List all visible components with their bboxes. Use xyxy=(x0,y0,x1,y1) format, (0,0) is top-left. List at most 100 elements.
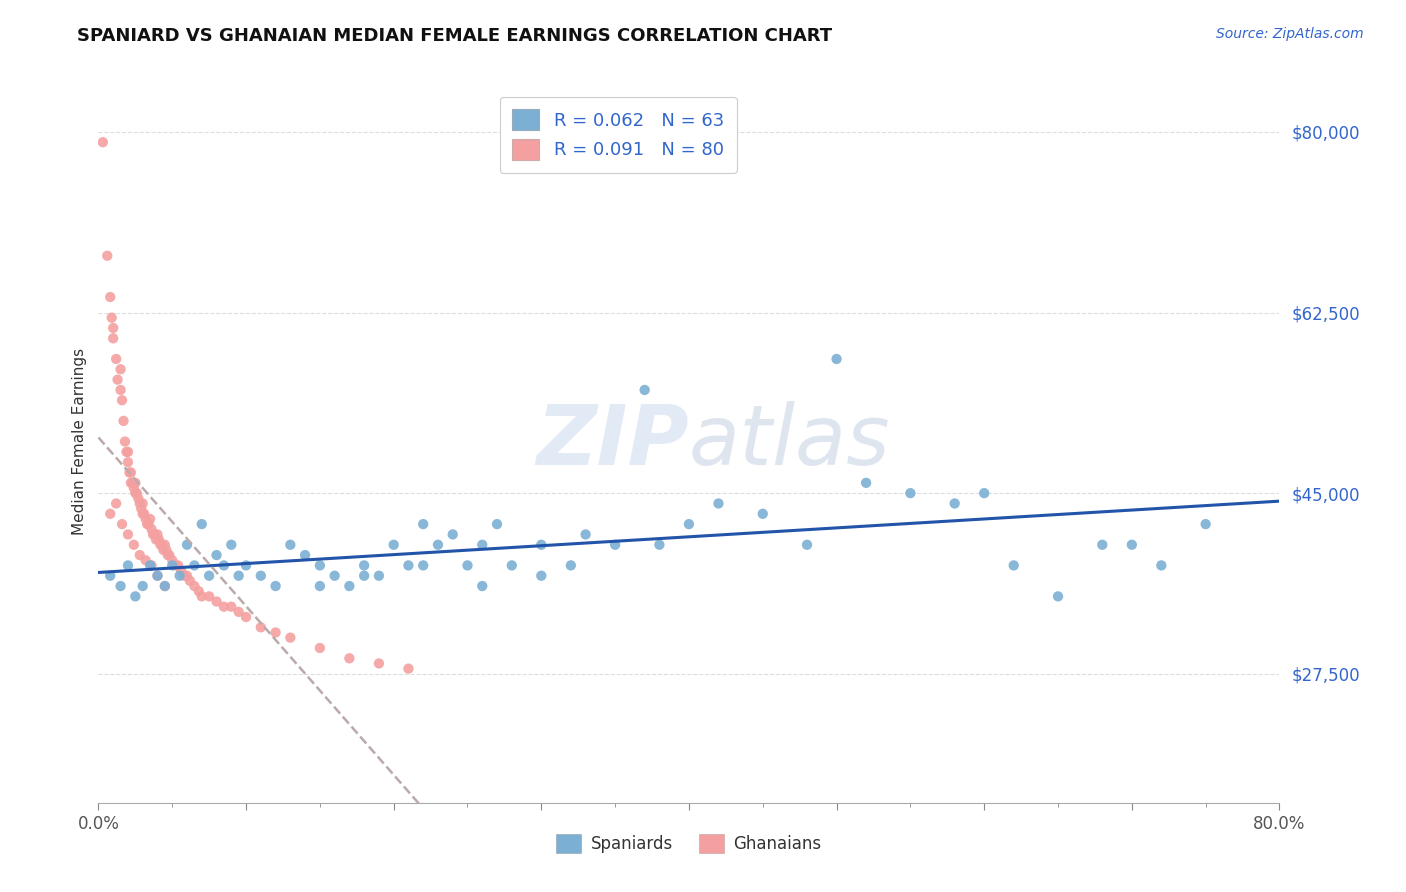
Point xyxy=(530,538,553,552)
Point xyxy=(121,475,143,490)
Point xyxy=(105,496,128,510)
Point xyxy=(221,599,243,614)
Point xyxy=(146,568,169,582)
Point xyxy=(139,558,162,573)
Point xyxy=(124,486,146,500)
Point xyxy=(120,475,142,490)
Point xyxy=(294,548,316,562)
Point xyxy=(264,625,287,640)
Point xyxy=(191,590,214,604)
Point xyxy=(212,599,235,614)
Point xyxy=(125,486,148,500)
Point xyxy=(107,373,129,387)
Point xyxy=(173,568,195,582)
Point xyxy=(368,568,391,582)
Point xyxy=(91,135,114,149)
Point xyxy=(250,620,273,634)
Point xyxy=(153,579,176,593)
Point xyxy=(530,568,553,582)
Point xyxy=(825,351,848,366)
Point xyxy=(205,594,228,608)
Point xyxy=(111,517,134,532)
Point xyxy=(368,657,391,671)
Point xyxy=(146,568,169,582)
Point xyxy=(127,491,149,506)
Point xyxy=(412,517,434,532)
Point xyxy=(138,517,160,532)
Point xyxy=(183,558,205,573)
Point xyxy=(339,651,361,665)
Point xyxy=(707,496,730,510)
Point xyxy=(198,568,221,582)
Point xyxy=(146,527,169,541)
Point xyxy=(143,527,166,541)
Point xyxy=(162,553,183,567)
Point xyxy=(471,538,494,552)
Point xyxy=(141,558,163,573)
Point xyxy=(280,631,302,645)
Text: ZIP: ZIP xyxy=(536,401,689,482)
Point xyxy=(128,548,150,562)
Point xyxy=(150,538,173,552)
Point xyxy=(752,507,775,521)
Point xyxy=(973,486,995,500)
Point xyxy=(309,579,332,593)
Point xyxy=(132,507,155,521)
Point xyxy=(120,466,142,480)
Point xyxy=(212,558,235,573)
Point xyxy=(309,640,332,655)
Point xyxy=(153,538,176,552)
Legend: Spaniards, Ghanaians: Spaniards, Ghanaians xyxy=(550,827,828,860)
Point xyxy=(309,558,332,573)
Point xyxy=(153,579,176,593)
Point xyxy=(198,590,221,604)
Text: atlas: atlas xyxy=(689,401,890,482)
Point xyxy=(228,568,250,582)
Point xyxy=(152,542,174,557)
Point xyxy=(115,445,138,459)
Point xyxy=(117,558,139,573)
Point xyxy=(560,558,582,573)
Point xyxy=(141,522,163,536)
Point xyxy=(165,558,187,573)
Point xyxy=(1002,558,1025,573)
Point xyxy=(124,590,146,604)
Point xyxy=(112,414,135,428)
Point xyxy=(135,512,157,526)
Point xyxy=(145,533,167,547)
Point xyxy=(457,558,479,573)
Y-axis label: Median Female Earnings: Median Female Earnings xyxy=(72,348,87,535)
Point xyxy=(398,662,420,676)
Point xyxy=(110,579,132,593)
Point xyxy=(98,507,121,521)
Point xyxy=(110,383,132,397)
Point xyxy=(155,542,177,557)
Point xyxy=(1150,558,1173,573)
Point xyxy=(118,466,141,480)
Point xyxy=(129,501,152,516)
Point xyxy=(441,527,464,541)
Point xyxy=(135,553,157,567)
Point xyxy=(157,548,180,562)
Point xyxy=(634,383,657,397)
Point xyxy=(117,527,139,541)
Point xyxy=(98,290,121,304)
Point xyxy=(183,579,205,593)
Point xyxy=(117,455,139,469)
Point xyxy=(114,434,136,449)
Point xyxy=(170,564,193,578)
Point xyxy=(187,584,209,599)
Point xyxy=(100,310,122,325)
Point xyxy=(1046,590,1070,604)
Point xyxy=(398,558,420,573)
Point xyxy=(796,538,818,552)
Point xyxy=(943,496,966,510)
Point xyxy=(156,548,179,562)
Point xyxy=(122,538,145,552)
Point xyxy=(176,568,198,582)
Point xyxy=(648,538,671,552)
Point xyxy=(471,579,494,593)
Point xyxy=(382,538,405,552)
Point xyxy=(235,610,257,624)
Point xyxy=(134,507,156,521)
